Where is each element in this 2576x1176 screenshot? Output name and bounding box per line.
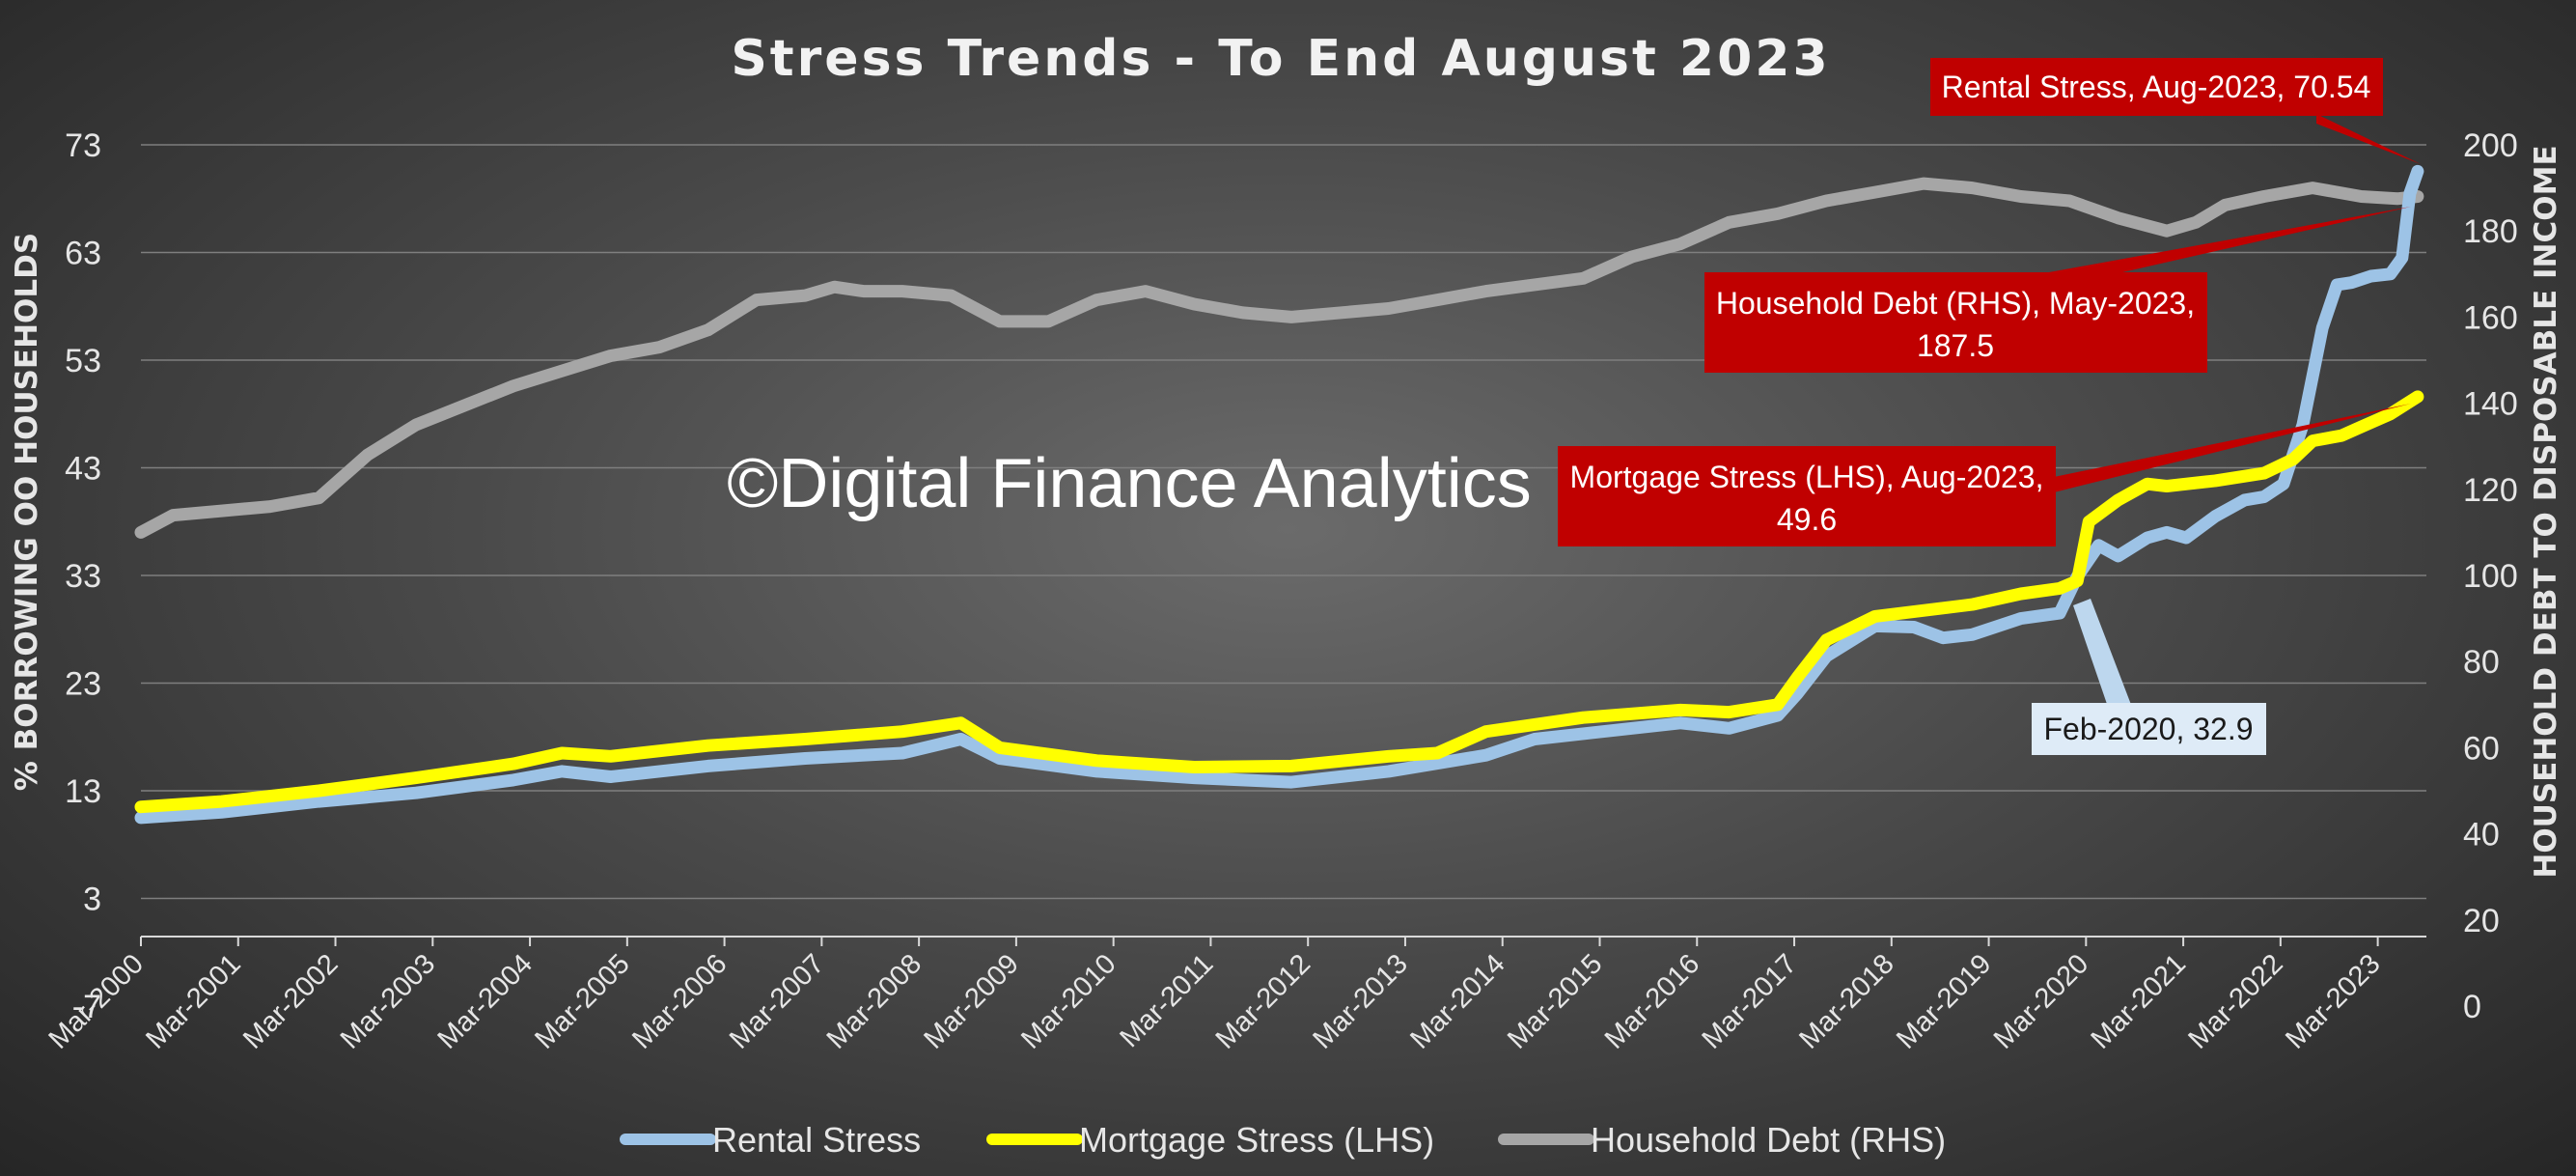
x-tick-label: Mar-2017: [1697, 948, 1803, 1054]
right-tick-label: 180: [2463, 213, 2518, 250]
right-tick-label: 20: [2463, 903, 2500, 939]
series-lines: [134, 164, 2424, 825]
x-tick-label: Mar-2009: [918, 948, 1024, 1054]
x-tick-label: Mar-2010: [1015, 948, 1122, 1054]
right-tick-label: 40: [2463, 817, 2500, 854]
left-axis-tick-labels: -7 3 13 23 33 43 53 63 73: [65, 127, 101, 1025]
x-tick-label: Mar-2002: [237, 948, 344, 1054]
chart-title: Stress Trends - To End August 2023: [731, 30, 1830, 88]
right-axis-title: HOUSEHOLD DEBT TO DISPOSABLE INCOME: [2529, 145, 2563, 878]
x-tick-label: Mar-2013: [1308, 948, 1414, 1054]
x-tick-label: Mar-2022: [2182, 948, 2288, 1054]
right-tick-label: 200: [2463, 127, 2518, 164]
x-tick-label: Mar-2003: [335, 948, 441, 1054]
x-tick-label: Mar-2018: [1793, 948, 1899, 1054]
household-annotation-line2: 187.5: [1917, 328, 1994, 363]
right-tick-label: 120: [2463, 472, 2518, 509]
mortgage-annotation-box: [1558, 446, 2056, 546]
legend: Rental Stress Mortgage Stress (LHS) Hous…: [620, 1120, 1946, 1160]
household-annotation-box: [1704, 272, 2207, 373]
household-annotation-line1: Household Debt (RHS), May-2023,: [1716, 286, 2195, 321]
series-line-rental-stress: [134, 164, 2424, 825]
household-annotation-pointer: [2017, 207, 2411, 290]
series-line-household-debt-rhs: [134, 177, 2424, 539]
x-axis-ticks: Mar-2000Mar-2001Mar-2002Mar-2003Mar-2004…: [43, 937, 2387, 1055]
left-tick-label: 3: [83, 882, 101, 918]
left-tick-label: -7: [72, 989, 101, 1025]
gridlines: [141, 144, 2426, 900]
feb2020-annotation-text: Feb-2020, 32.9: [2043, 712, 2253, 746]
watermark: ©Digital Finance Analytics: [727, 445, 1531, 522]
right-axis-tick-labels: 0 20 40 60 80 100 120 140 160 180 200: [2463, 127, 2518, 1025]
legend-label-rental: Rental Stress: [712, 1120, 921, 1160]
rental-annotation-box: [1930, 58, 2383, 116]
mortgage-annotation-line1: Mortgage Stress (LHS), Aug-2023,: [1570, 460, 2044, 494]
mortgage-annotation-pointer: [2054, 404, 2411, 492]
x-tick-label: Mar-2019: [1891, 948, 1997, 1054]
left-tick-label: 13: [65, 773, 101, 810]
left-tick-label: 33: [65, 558, 101, 595]
legend-label-mortgage: Mortgage Stress (LHS): [1079, 1120, 1434, 1160]
left-tick-label: 63: [65, 236, 101, 272]
rental-annotation-text: Rental Stress, Aug-2023, 70.54: [1942, 70, 2371, 104]
feb2020-annotation-box: [2032, 703, 2266, 755]
right-tick-label: 80: [2463, 644, 2500, 681]
x-tick-label: Mar-2000: [43, 948, 150, 1054]
x-tick-label: Mar-2006: [626, 948, 733, 1054]
x-tick-label: Mar-2012: [1210, 948, 1316, 1054]
right-tick-label: 0: [2463, 989, 2481, 1025]
right-tick-label: 100: [2463, 558, 2518, 595]
left-tick-label: 53: [65, 343, 101, 379]
left-axis-title: % BORROWING OO HOUSEHOLDS: [10, 233, 44, 791]
left-tick-label: 43: [65, 451, 101, 488]
x-tick-label: Mar-2016: [1599, 948, 1705, 1054]
series-line-mortgage-stress-lhs: [134, 390, 2424, 814]
mortgage-annotation-line2: 49.6: [1777, 502, 1837, 537]
left-tick-label: 73: [65, 127, 101, 164]
x-tick-label: Mar-2011: [1115, 948, 1220, 1053]
right-tick-label: 140: [2463, 386, 2518, 423]
rental-annotation-pointer: [2316, 114, 2421, 164]
x-tick-label: Mar-2004: [432, 948, 539, 1054]
x-tick-label: Mar-2001: [140, 948, 246, 1054]
annotations: Rental Stress, Aug-2023, 70.54 Household…: [1558, 58, 2421, 755]
left-tick-label: 23: [65, 666, 101, 703]
x-tick-label: Mar-2014: [1404, 948, 1510, 1054]
right-tick-label: 160: [2463, 299, 2518, 336]
x-tick-label: Mar-2015: [1502, 948, 1608, 1054]
x-tick-label: Mar-2020: [1988, 948, 2094, 1054]
legend-label-household: Household Debt (RHS): [1591, 1120, 1946, 1160]
x-tick-label: Mar-2021: [2086, 948, 2192, 1054]
right-tick-label: 60: [2463, 730, 2500, 767]
x-tick-label: Mar-2023: [2280, 948, 2386, 1054]
x-tick-label: Mar-2008: [821, 948, 928, 1054]
x-tick-label: Mar-2005: [529, 948, 635, 1054]
feb2020-annotation-pointer: [2073, 599, 2133, 710]
x-tick-label: Mar-2007: [724, 948, 830, 1054]
